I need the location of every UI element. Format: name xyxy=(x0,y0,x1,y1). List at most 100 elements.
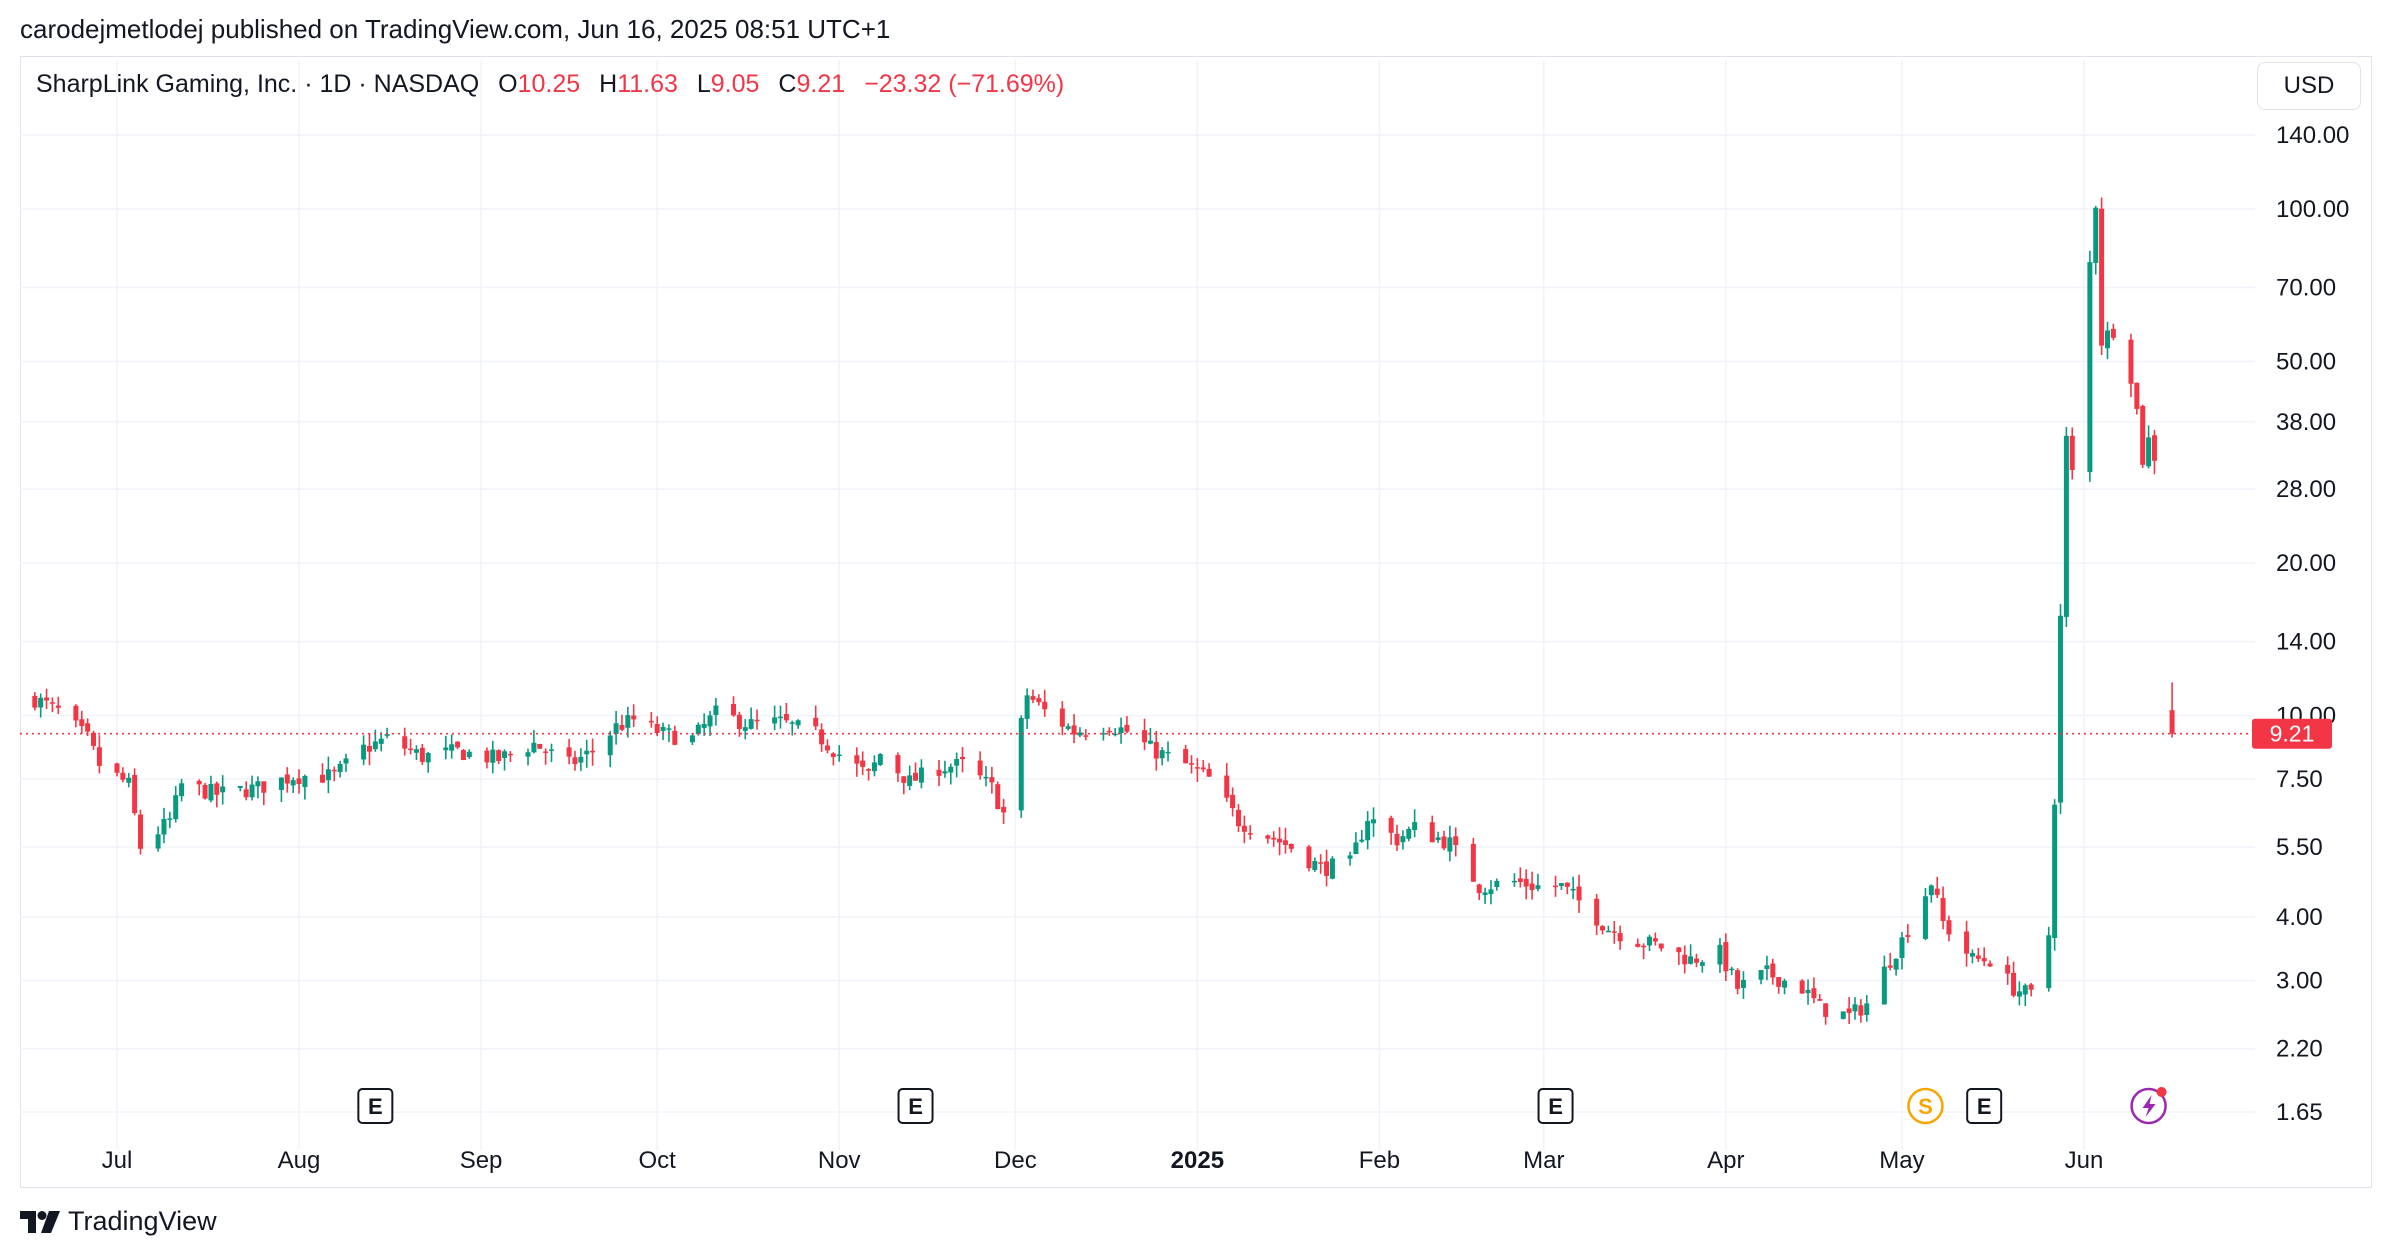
candle xyxy=(1036,694,1042,706)
candle-body xyxy=(126,777,132,783)
candle xyxy=(1899,931,1905,970)
x-tick-label: Apr xyxy=(1707,1147,1744,1174)
candle xyxy=(736,711,742,737)
candle-body xyxy=(824,745,830,751)
candle xyxy=(496,749,502,765)
candle xyxy=(1987,960,1993,968)
candle xyxy=(1729,966,1735,976)
split-marker[interactable]: S xyxy=(1907,1087,1944,1125)
earnings-marker[interactable]: E xyxy=(897,1088,934,1124)
candle-body xyxy=(443,747,449,751)
candle xyxy=(126,772,132,788)
candle xyxy=(460,748,466,761)
candle-body xyxy=(1594,898,1600,926)
candle xyxy=(73,704,79,728)
candle-body xyxy=(1224,775,1230,798)
candle xyxy=(713,697,719,726)
candle-body xyxy=(1329,858,1335,879)
candle-body xyxy=(854,755,860,764)
candle xyxy=(1864,995,1870,1022)
candle-body xyxy=(607,735,613,756)
candle xyxy=(1312,857,1318,872)
candle-body xyxy=(1975,955,1981,959)
candle-body xyxy=(877,754,883,765)
candle xyxy=(1400,830,1406,850)
candle-body xyxy=(742,727,748,731)
candle xyxy=(1494,878,1500,891)
lightning-icon[interactable] xyxy=(2130,1087,2167,1125)
candle-body xyxy=(2028,984,2034,990)
candle-body xyxy=(1030,696,1036,700)
chart-frame xyxy=(20,56,2372,1188)
candle xyxy=(2022,983,2028,1007)
earnings-marker-box xyxy=(1537,1088,1574,1124)
candle xyxy=(1365,811,1371,850)
candle xyxy=(995,781,1001,810)
earnings-marker[interactable]: E xyxy=(357,1088,394,1124)
candle-body xyxy=(819,729,825,745)
candle-body xyxy=(507,753,513,756)
candle-body xyxy=(73,705,79,721)
legend-close-label: C xyxy=(778,70,797,98)
candle xyxy=(754,709,760,730)
candle-body xyxy=(1453,836,1459,846)
candle xyxy=(1429,815,1435,843)
candle-body xyxy=(44,697,50,701)
candle-body xyxy=(654,723,660,734)
split-marker-label: S xyxy=(1918,1094,1933,1119)
candle xyxy=(1488,880,1494,905)
candle xyxy=(1764,955,1770,981)
candle xyxy=(1147,727,1153,745)
candle-body xyxy=(2063,435,2069,617)
earnings-marker-box xyxy=(1966,1088,2003,1124)
candle-body xyxy=(1400,836,1406,843)
candle xyxy=(2005,956,2011,985)
candle-body xyxy=(936,769,942,776)
candle xyxy=(1230,787,1236,817)
candle xyxy=(1676,947,1682,965)
candle xyxy=(155,826,161,852)
candle xyxy=(1235,804,1241,832)
candle xyxy=(261,781,267,806)
candle-body xyxy=(1147,740,1153,744)
candle xyxy=(1306,845,1312,872)
y-tick-label: 2.20 xyxy=(2276,1036,2323,1063)
earnings-marker[interactable]: E xyxy=(1537,1088,1574,1124)
earnings-marker[interactable]: E xyxy=(1966,1088,2003,1124)
currency-button[interactable]: USD xyxy=(2257,62,2361,110)
candle-body xyxy=(1735,970,1741,989)
candle xyxy=(1329,856,1335,880)
candle xyxy=(1001,798,1007,824)
candle xyxy=(2011,961,2017,998)
candle-body xyxy=(1018,718,1024,811)
candle-body xyxy=(1940,897,1946,921)
candle xyxy=(672,725,678,746)
candle-body xyxy=(1611,931,1617,933)
candle-body xyxy=(2087,262,2093,473)
candle xyxy=(220,775,226,805)
y-tick-label: 70.00 xyxy=(2276,274,2336,301)
candle-body xyxy=(578,756,584,763)
candle xyxy=(1224,763,1230,802)
legend-low-label: L xyxy=(696,70,711,98)
candle-body xyxy=(1770,963,1776,978)
candle xyxy=(836,745,842,762)
candle xyxy=(1288,843,1294,853)
candle xyxy=(830,752,836,766)
tradingview-footer[interactable]: TradingView xyxy=(20,1206,217,1237)
candle xyxy=(1059,701,1065,736)
candle-body xyxy=(795,720,801,726)
split-marker-circle xyxy=(1907,1087,1944,1125)
candle-body xyxy=(1987,963,1993,967)
candle-body xyxy=(613,723,619,734)
candle-body xyxy=(713,705,719,716)
candle-body xyxy=(196,780,202,785)
candle-body xyxy=(331,769,337,772)
candle xyxy=(1441,830,1447,851)
candle-body xyxy=(1206,768,1212,777)
candle xyxy=(1077,727,1083,738)
candle-body xyxy=(871,762,877,772)
candle-body xyxy=(830,753,836,757)
candle xyxy=(1770,958,1776,985)
